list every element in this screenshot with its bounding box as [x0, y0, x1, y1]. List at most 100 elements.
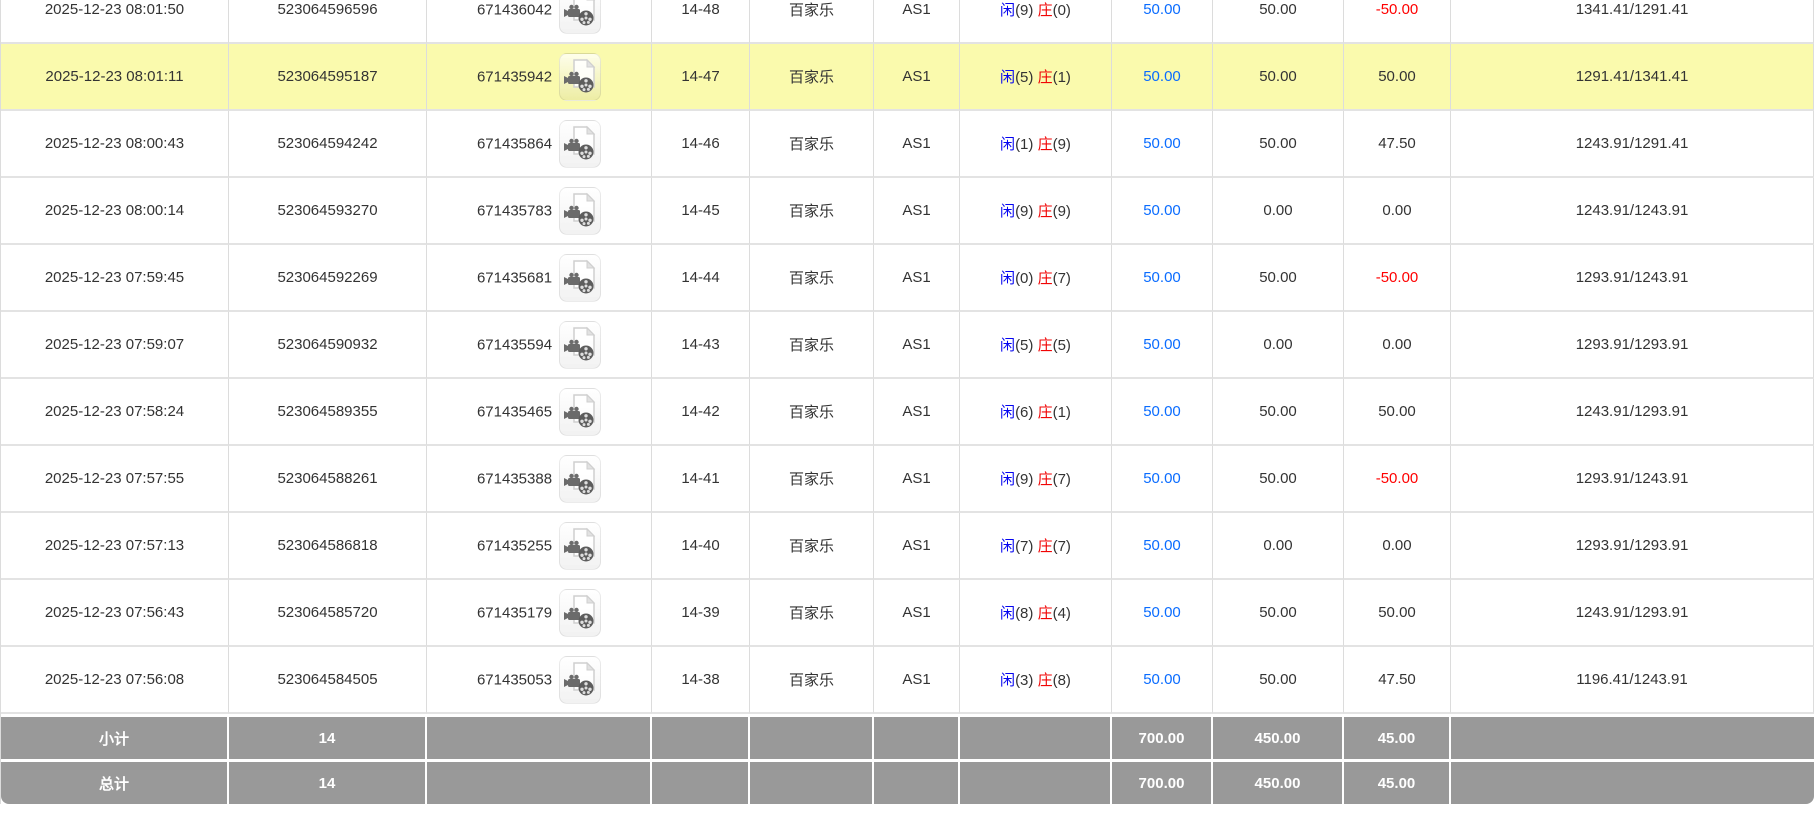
game-id-text: 671436042 — [476, 1, 553, 18]
cell-balance: 1243.91/1291.41 — [1451, 111, 1814, 178]
cell-valid-amount: 50.00 — [1213, 580, 1344, 647]
cell-round: 14-46 — [652, 111, 750, 178]
cell-game-name: 百家乐 — [750, 379, 874, 446]
video-record-icon[interactable] — [559, 521, 602, 570]
player-label: 闲 — [1000, 672, 1016, 689]
cell-bet-id: 523064588261 — [229, 446, 427, 513]
cell-table-name: AS1 — [874, 446, 960, 513]
cell-bet-amount: 50.00 — [1112, 379, 1213, 446]
player-label: 闲 — [1000, 471, 1016, 488]
cell-round: 14-40 — [652, 513, 750, 580]
cell-result: 闲(9) 庄(0) — [960, 0, 1112, 44]
game-id-text: 671435465 — [476, 403, 553, 420]
cell-round: 14-41 — [652, 446, 750, 513]
bet-amount-link[interactable]: 50.00 — [1143, 537, 1181, 554]
cell-bet-amount: 50.00 — [1112, 178, 1213, 245]
cell-win-loss: 50.00 — [1344, 379, 1451, 446]
video-record-icon[interactable] — [559, 186, 602, 235]
cell-game-name: 百家乐 — [750, 44, 874, 111]
cell-valid-amount: 50.00 — [1213, 245, 1344, 312]
cell-table-name: AS1 — [874, 245, 960, 312]
cell-time: 2025-12-23 08:01:50 — [1, 0, 229, 44]
cell-table-name: AS1 — [874, 0, 960, 44]
cell-time: 2025-12-23 07:56:43 — [1, 580, 229, 647]
video-record-icon[interactable] — [559, 253, 602, 302]
cell-round: 14-43 — [652, 312, 750, 379]
video-record-icon[interactable] — [559, 52, 602, 101]
cell-table-name: AS1 — [874, 178, 960, 245]
cell-time: 2025-12-23 08:01:11 — [1, 44, 229, 111]
cell-game-id: 671435594 — [427, 312, 652, 379]
cell-time: 2025-12-23 07:57:13 — [1, 513, 229, 580]
bet-amount-link[interactable]: 50.00 — [1143, 269, 1181, 286]
cell-time: 2025-12-23 08:00:14 — [1, 178, 229, 245]
video-record-icon[interactable] — [559, 0, 602, 34]
cell-valid-amount: 50.00 — [1213, 647, 1344, 714]
bet-amount-link[interactable]: 50.00 — [1143, 671, 1181, 688]
cell-game-id: 671435465 — [427, 379, 652, 446]
summary-row: 小计 14 700.00 450.00 45.00 — [1, 714, 1814, 759]
banker-label: 庄 — [1037, 136, 1053, 153]
game-id-text: 671435681 — [476, 269, 553, 286]
video-record-icon[interactable] — [559, 320, 602, 369]
summary-bet-total: 700.00 — [1112, 759, 1213, 804]
cell-bet-id: 523064590932 — [229, 312, 427, 379]
cell-bet-amount: 50.00 — [1112, 647, 1213, 714]
bet-amount-link[interactable]: 50.00 — [1143, 604, 1181, 621]
cell-game-id: 671435942 — [427, 44, 652, 111]
bet-amount-link[interactable]: 50.00 — [1143, 202, 1181, 219]
cell-table-name: AS1 — [874, 647, 960, 714]
cell-result: 闲(5) 庄(5) — [960, 312, 1112, 379]
cell-game-id: 671435053 — [427, 647, 652, 714]
banker-label: 庄 — [1037, 337, 1053, 354]
cell-bet-amount: 50.00 — [1112, 513, 1213, 580]
bet-amount-link[interactable]: 50.00 — [1143, 1, 1181, 18]
cell-round: 14-44 — [652, 245, 750, 312]
table-row: 2025-12-23 07:57:55 523064588261 671435388… — [1, 446, 1814, 513]
banker-count: (1) — [1052, 404, 1071, 421]
game-id-text: 671435179 — [476, 604, 553, 621]
cell-table-name: AS1 — [874, 580, 960, 647]
bet-amount-link[interactable]: 50.00 — [1143, 135, 1181, 152]
cell-result: 闲(7) 庄(7) — [960, 513, 1112, 580]
player-label: 闲 — [1000, 2, 1016, 19]
cell-win-loss: 0.00 — [1344, 513, 1451, 580]
video-record-icon[interactable] — [559, 588, 602, 637]
video-record-icon[interactable] — [559, 119, 602, 168]
cell-game-name: 百家乐 — [750, 513, 874, 580]
player-label: 闲 — [1000, 203, 1016, 220]
game-id-text: 671435388 — [476, 470, 553, 487]
cell-table-name: AS1 — [874, 379, 960, 446]
banker-count: (4) — [1052, 605, 1071, 622]
cell-valid-amount: 0.00 — [1213, 178, 1344, 245]
video-record-icon[interactable] — [559, 387, 602, 436]
game-id-text: 671435255 — [476, 537, 553, 554]
cell-time: 2025-12-23 07:59:07 — [1, 312, 229, 379]
cell-balance: 1196.41/1243.91 — [1451, 647, 1814, 714]
banker-count: (5) — [1052, 337, 1071, 354]
summary-empty-cell — [652, 759, 750, 804]
cell-win-loss: 47.50 — [1344, 111, 1451, 178]
player-label: 闲 — [1000, 270, 1016, 287]
bet-amount-link[interactable]: 50.00 — [1143, 68, 1181, 85]
summary-win-loss-total: 45.00 — [1344, 714, 1451, 759]
cell-bet-id: 523064584505 — [229, 647, 427, 714]
cell-time: 2025-12-23 08:00:43 — [1, 111, 229, 178]
summary-empty-cell — [960, 759, 1112, 804]
bet-amount-link[interactable]: 50.00 — [1143, 470, 1181, 487]
cell-game-name: 百家乐 — [750, 111, 874, 178]
cell-game-name: 百家乐 — [750, 312, 874, 379]
cell-bet-amount: 50.00 — [1112, 312, 1213, 379]
cell-bet-amount: 50.00 — [1112, 44, 1213, 111]
table-row: 2025-12-23 08:01:11 523064595187 671435942… — [1, 44, 1814, 111]
cell-game-name: 百家乐 — [750, 245, 874, 312]
banker-count: (9) — [1052, 203, 1071, 220]
video-record-icon[interactable] — [559, 655, 602, 704]
cell-game-id: 671435388 — [427, 446, 652, 513]
player-count: (9) — [1015, 2, 1034, 19]
banker-label: 庄 — [1037, 203, 1053, 220]
bet-amount-link[interactable]: 50.00 — [1143, 336, 1181, 353]
bet-amount-link[interactable]: 50.00 — [1143, 403, 1181, 420]
cell-game-name: 百家乐 — [750, 580, 874, 647]
video-record-icon[interactable] — [559, 454, 602, 503]
